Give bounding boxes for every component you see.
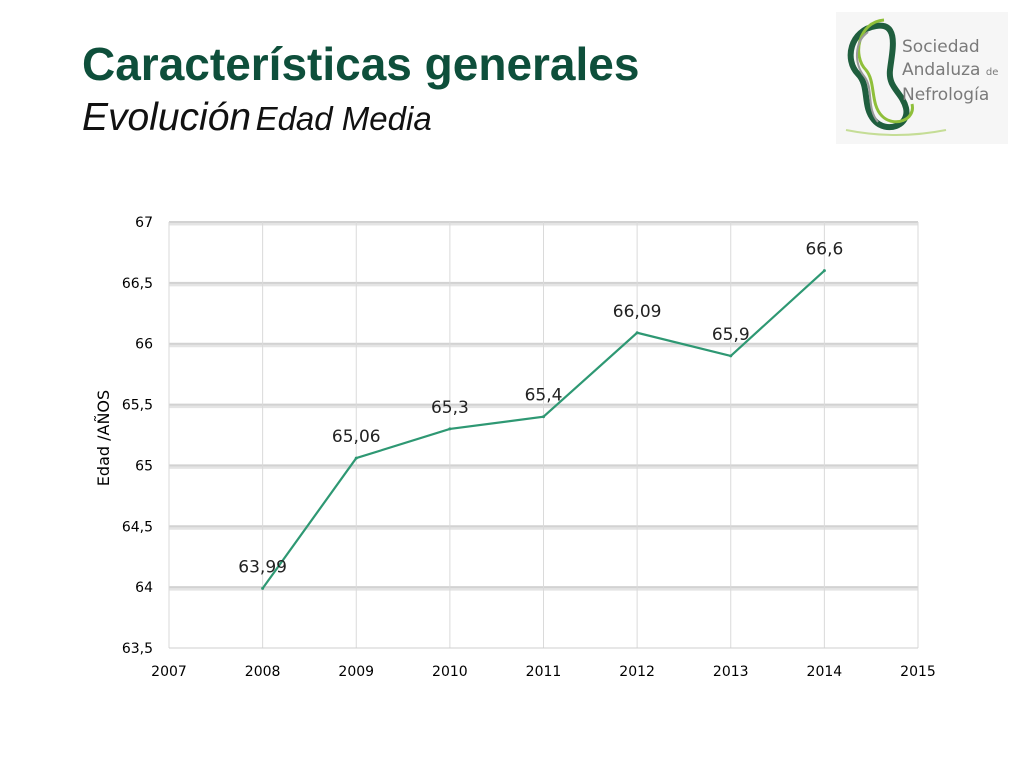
y-tick-label: 63,5 — [122, 641, 153, 657]
x-tick-label: 2011 — [526, 664, 562, 680]
y-tick-label: 67 — [135, 215, 153, 231]
logo-line-2-text: Andaluza — [902, 60, 981, 80]
data-point — [635, 331, 639, 335]
x-tick-label: 2009 — [338, 664, 374, 680]
x-tick-label: 2012 — [619, 664, 655, 680]
page-title: Características generales — [82, 38, 640, 90]
subtitle-rest: Edad Media — [255, 100, 432, 137]
y-tick-label: 66 — [135, 337, 153, 353]
logo-text: Sociedad Andaluza de Nefrología — [902, 36, 998, 107]
kidney-logo-icon — [836, 12, 1008, 144]
x-tick-label: 2015 — [900, 664, 936, 680]
data-point — [822, 269, 826, 273]
y-axis-title: Edad /AÑOS — [94, 390, 113, 486]
data-label: 66,6 — [805, 240, 843, 260]
data-label: 66,09 — [613, 302, 662, 322]
x-tick-label: 2007 — [151, 664, 187, 680]
subtitle-main: Evolución — [82, 96, 252, 139]
grid-layer — [168, 221, 919, 648]
y-tick-label: 64,5 — [122, 519, 153, 535]
page-subtitle: Evolución Edad Media — [82, 96, 432, 148]
data-label: 65,3 — [431, 398, 469, 418]
data-point — [729, 354, 733, 358]
logo-line-3: Nefrología — [902, 85, 990, 105]
data-label: 63,99 — [238, 557, 287, 577]
y-tick-label: 65,5 — [122, 398, 153, 414]
y-tick-label: 65 — [135, 458, 153, 474]
logo-line-2: Andaluza de — [902, 59, 998, 84]
series-layer — [261, 269, 826, 590]
logo-line-1: Sociedad — [902, 37, 980, 57]
data-point — [354, 456, 358, 460]
data-label: 65,4 — [525, 386, 563, 406]
y-tick-label: 64 — [135, 580, 153, 596]
x-tick-label: 2014 — [807, 664, 843, 680]
axis-layer: 63,5 64 64,5 65 65,5 66 66,5 67 2007 2008 2009 2010… — [94, 215, 936, 680]
data-point — [448, 427, 452, 431]
data-label: 65,9 — [712, 325, 750, 345]
data-label: 65,06 — [332, 427, 381, 447]
data-point — [261, 586, 265, 590]
y-tick-label: 66,5 — [122, 276, 153, 292]
x-tick-label: 2013 — [713, 664, 749, 680]
x-tick-label: 2008 — [245, 664, 281, 680]
data-point — [542, 415, 545, 419]
x-tick-label: 2010 — [432, 664, 468, 680]
label-layer: 63,99 65,06 65,3 65,4 66,09 65,9 66,6 — [238, 240, 843, 578]
logo-line-2-small: de — [985, 67, 999, 78]
